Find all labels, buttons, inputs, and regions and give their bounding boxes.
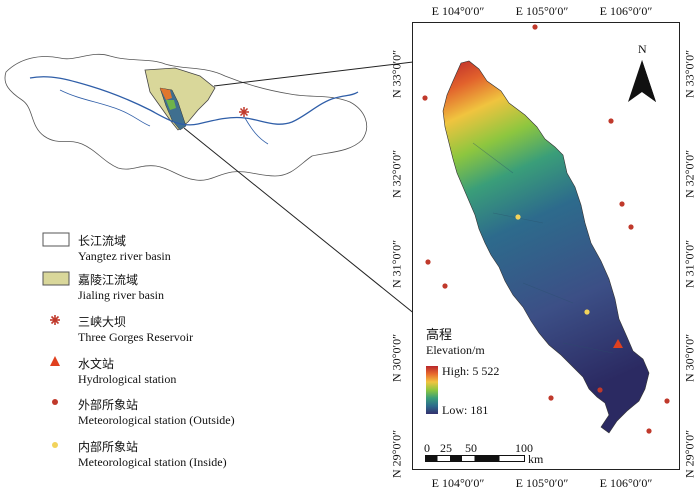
legend-hydrological-en: Hydrological station (78, 372, 177, 386)
legend-met-inside-en: Meteorological station (Inside) (78, 455, 227, 469)
lat-tick-left-5: N 29°0′0″ (389, 429, 404, 479)
legend-yangtze-en: Yangtez river basin (78, 249, 171, 263)
basin-elevation-map (422, 24, 670, 434)
legend-hydrological: 水文站 Hydrological station (78, 357, 176, 387)
lon-tick-bottom-3: E 106°0′0″ (599, 476, 653, 490)
lon-tick-bottom-2: E 105°0′0″ (515, 476, 569, 490)
legend-three-gorges-cn: 三峡大坝 (78, 315, 127, 329)
outside-station-dot (664, 398, 670, 404)
scale-label-25: 25 (440, 441, 452, 455)
overview-map (4, 53, 367, 181)
lon-tick-top-3: E 106°0′0″ (599, 4, 653, 18)
lat-tick-right-5: N 29°0′0″ (682, 429, 697, 479)
outside-station-dot (597, 387, 603, 393)
outside-station-dot (422, 95, 428, 101)
jialing-basin-shape (442, 60, 650, 434)
lat-tick-right-3: N 31°0′0″ (682, 239, 697, 289)
lat-tick-right-4: N 30°0′0″ (682, 333, 697, 383)
legend-hydrological-cn: 水文站 (78, 357, 115, 371)
inside-station-dot (515, 214, 521, 220)
outside-station-dot (532, 24, 538, 30)
lat-tick-right-1: N 33°0′0″ (682, 49, 697, 99)
north-label: N (638, 42, 647, 56)
three-gorges-marker (239, 107, 249, 117)
outside-station-dot (608, 118, 614, 124)
outside-station-dot (425, 259, 431, 265)
red-dot-icon (52, 399, 58, 405)
legend-three-gorges-en: Three Gorges Reservoir (78, 330, 194, 344)
scale-label-100: 100 (515, 441, 533, 455)
legend-yangtze-cn: 长江流域 (78, 234, 127, 248)
elevation-low-label: Low: 181 (442, 403, 489, 417)
elevation-high-label: High: 5 522 (442, 364, 500, 378)
elevation-legend-title: 高程 Elevation/m (426, 328, 485, 358)
elevation-title-en: Elevation/m (426, 343, 485, 357)
asterisk-icon (50, 315, 60, 325)
yangtze-river-line (29, 76, 359, 126)
legend-met-outside-cn: 外部所象站 (78, 398, 139, 412)
legend-three-gorges: 三峡大坝 Three Gorges Reservoir (78, 315, 193, 345)
elevation-title-cn: 高程 (426, 328, 453, 343)
scale-label-50: 50 (465, 441, 477, 455)
scale-unit: km (528, 452, 544, 466)
jialing-basin-region (144, 67, 216, 131)
white-rect-icon (42, 232, 70, 247)
triangle-icon (50, 356, 60, 366)
lat-tick-right-2: N 32°0′0″ (682, 149, 697, 199)
lat-tick-left-1: N 33°0′0″ (389, 49, 404, 99)
hydrological-station-triangle (613, 339, 623, 348)
olive-rect-icon (42, 271, 70, 286)
elevation-colorbar (426, 366, 438, 414)
legend-met-outside: 外部所象站 Meteorological station (Outside) (78, 398, 235, 428)
lon-tick-top-1: E 104°0′0″ (431, 4, 485, 18)
lon-tick-bottom-1: E 104°0′0″ (431, 476, 485, 490)
legend-jialing-cn: 嘉陵江流域 (78, 273, 139, 287)
lat-tick-left-2: N 32°0′0″ (389, 149, 404, 199)
lon-tick-top-2: E 105°0′0″ (515, 4, 569, 18)
outside-station-dot (442, 283, 448, 289)
outside-station-dot (628, 224, 634, 230)
legend-met-inside-cn: 内部所象站 (78, 440, 139, 454)
legend-met-outside-en: Meteorological station (Outside) (78, 413, 235, 427)
legend-met-inside: 内部所象站 Meteorological station (Inside) (78, 440, 227, 470)
outside-station-dot (619, 201, 625, 207)
inside-station-dot (584, 309, 590, 315)
scale-label-0: 0 (424, 441, 430, 455)
outside-station-dot (646, 428, 652, 434)
legend-jialing-en: Jialing river basin (78, 288, 164, 302)
legend-jialing: 嘉陵江流域 Jialing river basin (78, 273, 164, 303)
lat-tick-left-4: N 30°0′0″ (389, 333, 404, 383)
yellow-dot-icon (52, 442, 58, 448)
outside-station-dot (548, 395, 554, 401)
north-arrow-icon (628, 60, 656, 102)
lat-tick-left-3: N 31°0′0″ (389, 239, 404, 289)
legend-yangtze: 长江流域 Yangtez river basin (78, 234, 171, 264)
scale-bar (425, 455, 525, 462)
